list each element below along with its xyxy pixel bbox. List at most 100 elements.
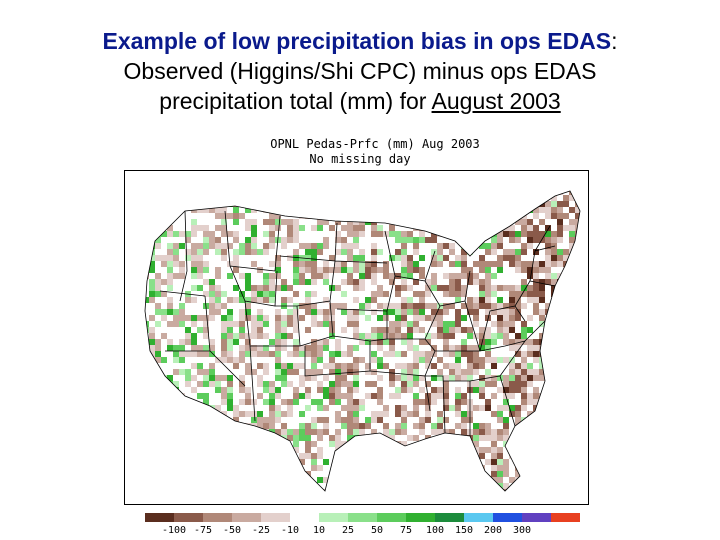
precip-cell: [161, 219, 167, 225]
precip-cell: [449, 441, 455, 447]
precip-cell: [215, 483, 221, 489]
precip-cell: [209, 459, 215, 465]
precip-cell: [173, 483, 179, 489]
precip-cell: [575, 291, 580, 297]
precip-cell: [287, 177, 293, 183]
precip-cell: [149, 297, 155, 303]
precip-cell: [137, 447, 143, 453]
precip-cell: [335, 387, 341, 393]
precip-cell: [275, 459, 281, 465]
precip-cell: [257, 417, 263, 423]
precip-cell: [455, 501, 461, 504]
precip-cell: [257, 363, 263, 369]
precip-cell: [269, 399, 275, 405]
precip-cell: [269, 381, 275, 387]
precip-cell: [209, 177, 215, 183]
precip-cell: [203, 231, 209, 237]
precip-cell: [305, 195, 311, 201]
precip-cell: [251, 261, 257, 267]
precip-cell: [425, 411, 431, 417]
precip-cell: [341, 303, 347, 309]
precip-cell: [131, 399, 137, 405]
precip-cell: [425, 483, 431, 489]
precip-cell: [287, 237, 293, 243]
precip-cell: [395, 177, 401, 183]
precip-cell: [587, 453, 588, 459]
precip-cell: [527, 201, 533, 207]
precip-cell: [569, 291, 575, 297]
precip-cell: [563, 465, 569, 471]
precip-cell: [281, 191, 287, 195]
precip-cell: [145, 435, 149, 441]
precip-cell: [569, 411, 575, 417]
precip-cell: [551, 375, 557, 381]
precip-cell: [503, 183, 509, 189]
precip-cell: [497, 405, 503, 411]
precip-cell: [167, 267, 173, 273]
precip-cell: [209, 309, 215, 315]
precip-cell: [437, 255, 443, 261]
precip-cell: [437, 195, 443, 201]
precip-cell: [443, 381, 449, 387]
precip-cell: [287, 297, 293, 303]
precip-cell: [509, 345, 515, 351]
precip-cell: [461, 477, 467, 483]
precip-cell: [473, 201, 479, 207]
precip-cell: [521, 207, 527, 213]
precip-cell: [419, 183, 425, 189]
precip-cell: [509, 387, 515, 393]
precip-cell: [443, 501, 449, 504]
precip-cell: [263, 231, 269, 237]
precip-cell: [347, 201, 353, 207]
precip-cell: [485, 489, 491, 491]
precip-cell: [485, 357, 491, 363]
precip-cell: [569, 207, 575, 213]
precip-cell: [173, 243, 179, 249]
precip-cell: [437, 321, 443, 327]
precip-cell: [245, 363, 251, 369]
precip-cell: [179, 465, 185, 471]
precip-cell: [197, 315, 203, 321]
precip-cell: [581, 447, 587, 453]
precip-cell: [527, 453, 533, 459]
precip-cell: [575, 225, 580, 231]
precip-cell: [209, 501, 215, 504]
precip-cell: [323, 393, 329, 399]
precip-cell: [383, 333, 389, 339]
precip-cell: [359, 459, 365, 465]
precip-cell: [203, 471, 209, 477]
precip-cell: [509, 231, 515, 237]
precip-cell: [497, 219, 503, 225]
precip-cell: [545, 261, 551, 267]
precip-cell: [311, 351, 317, 357]
precip-cell: [323, 183, 329, 189]
precip-cell: [467, 195, 473, 201]
precip-cell: [245, 351, 251, 357]
precip-cell: [419, 339, 425, 345]
precip-cell: [545, 327, 551, 333]
precip-cell: [137, 483, 143, 489]
precip-cell: [539, 495, 545, 501]
precip-cell: [473, 183, 479, 189]
precip-cell: [359, 471, 365, 477]
precip-cell: [509, 477, 515, 483]
precip-cell: [503, 327, 509, 333]
precip-cell: [473, 321, 479, 327]
precip-cell: [425, 183, 431, 189]
precip-cell: [329, 183, 335, 189]
precip-cell: [467, 351, 473, 357]
precip-cell: [383, 207, 389, 213]
precip-cell: [185, 315, 191, 321]
precip-cell: [533, 171, 539, 177]
precip-cell: [473, 213, 479, 219]
precip-cell: [551, 453, 557, 459]
precip-cell: [383, 459, 389, 465]
precip-cell: [449, 213, 455, 219]
precip-cell: [347, 501, 353, 504]
precip-cell: [269, 435, 275, 441]
precip-cell: [503, 435, 509, 441]
precip-cell: [287, 411, 293, 417]
precip-cell: [449, 351, 455, 357]
precip-cell: [437, 191, 443, 195]
precip-cell: [305, 303, 311, 309]
